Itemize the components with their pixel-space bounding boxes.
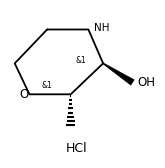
Text: OH: OH bbox=[137, 76, 155, 89]
Polygon shape bbox=[103, 63, 134, 85]
Text: NH: NH bbox=[94, 23, 109, 33]
Text: O: O bbox=[19, 88, 28, 101]
Text: &1: &1 bbox=[42, 81, 52, 90]
Text: HCl: HCl bbox=[66, 142, 87, 155]
Text: &1: &1 bbox=[76, 56, 86, 65]
